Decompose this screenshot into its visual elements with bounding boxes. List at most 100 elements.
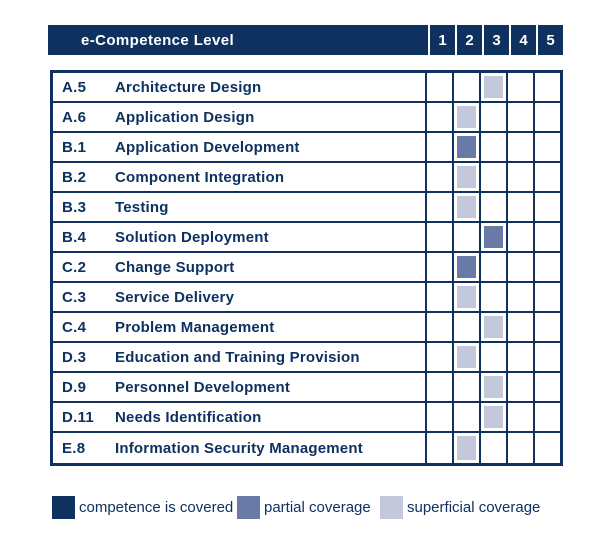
level-cell-2 [452,193,479,221]
competence-code: D.9 [62,378,87,396]
competence-code: C.4 [62,318,87,336]
level-cell-2 [452,223,479,251]
competence-name: Solution Deployment [115,228,269,246]
legend-item-superficial: superficial coverage [380,496,540,519]
level-cell-5 [533,163,560,191]
level-cell-1 [425,73,452,101]
legend-swatch-superficial [380,496,403,519]
level-cell-4 [506,373,533,401]
level-cells [425,73,560,101]
competence-code: A.6 [62,108,87,126]
level-cell-5 [533,103,560,131]
level-cell-1 [425,313,452,341]
competence-table: A.5 Architecture Design A.6 Application Des… [50,70,563,466]
level-cell-5 [533,433,560,463]
level-cell-2 [452,73,479,101]
coverage-marker-superficial [457,106,476,128]
table-row: D.9 Personnel Development [53,373,560,403]
level-cell-3 [479,313,506,341]
level-cell-3 [479,373,506,401]
legend-swatch-partial [237,496,260,519]
table-row: C.4 Problem Management [53,313,560,343]
level-cell-3 [479,283,506,311]
level-cells [425,133,560,161]
competence-code: A.5 [62,78,87,96]
level-cell-3 [479,133,506,161]
legend-label: superficial coverage [407,499,541,516]
level-cells [425,223,560,251]
level-cell-3 [479,343,506,371]
level-cell-5 [533,73,560,101]
legend-item-partial: partial coverage [237,496,371,519]
coverage-marker-superficial [457,286,476,308]
legend-item-covered: competence is covered [52,496,233,519]
level-cell-3 [479,193,506,221]
competence-name: Component Integration [115,168,285,186]
level-cell-4 [506,133,533,161]
table-row: B.2 Component Integration [53,163,560,193]
level-cell-5 [533,253,560,281]
competence-code: C.3 [62,288,87,306]
coverage-marker-superficial [457,436,476,460]
level-cell-2 [452,433,479,463]
coverage-marker-superficial [484,406,503,428]
level-header-3: 3 [482,25,509,55]
level-cell-5 [533,313,560,341]
competence-code: E.8 [62,439,86,457]
table-row: E.8 Information Security Management [53,433,560,463]
level-cells [425,313,560,341]
level-cell-3 [479,163,506,191]
competence-code: D.3 [62,348,87,366]
level-cell-3 [479,73,506,101]
level-cell-3 [479,433,506,463]
competence-code: B.1 [62,138,87,156]
level-cells [425,103,560,131]
level-header-5: 5 [536,25,563,55]
coverage-marker-partial [457,136,476,158]
level-cell-1 [425,103,452,131]
level-cell-4 [506,103,533,131]
table-row: A.5 Architecture Design [53,73,560,103]
level-cell-2 [452,403,479,431]
level-cell-1 [425,433,452,463]
level-cells [425,403,560,431]
level-cells [425,373,560,401]
competence-code: D.11 [62,408,95,426]
level-cells [425,283,560,311]
table-row: D.11 Needs Identification [53,403,560,433]
level-cell-5 [533,133,560,161]
coverage-marker-superficial [484,76,503,98]
legend-label: competence is covered [79,499,234,516]
level-cell-4 [506,253,533,281]
level-cell-1 [425,283,452,311]
competence-code: B.2 [62,168,87,186]
level-cell-3 [479,253,506,281]
level-cell-1 [425,403,452,431]
level-cell-5 [533,283,560,311]
level-cell-1 [425,223,452,251]
coverage-marker-partial [484,226,503,248]
level-cells [425,433,560,463]
level-cell-3 [479,103,506,131]
level-cell-5 [533,193,560,221]
level-cell-2 [452,283,479,311]
level-cell-4 [506,343,533,371]
legend: competence is covered partial coverage sup… [52,496,563,522]
competence-name: Service Delivery [115,288,235,306]
legend-swatch-covered [52,496,75,519]
table-row: B.1 Application Development [53,133,560,163]
level-cell-2 [452,163,479,191]
legend-label: partial coverage [264,499,371,516]
level-header-2: 2 [455,25,482,55]
coverage-marker-superficial [484,316,503,338]
level-cell-1 [425,163,452,191]
competence-name: Testing [115,198,169,216]
coverage-marker-superficial [484,376,503,398]
table-row: C.2 Change Support [53,253,560,283]
table-row: A.6 Application Design [53,103,560,133]
level-cell-1 [425,343,452,371]
level-cells [425,343,560,371]
level-cell-3 [479,403,506,431]
level-cell-5 [533,373,560,401]
